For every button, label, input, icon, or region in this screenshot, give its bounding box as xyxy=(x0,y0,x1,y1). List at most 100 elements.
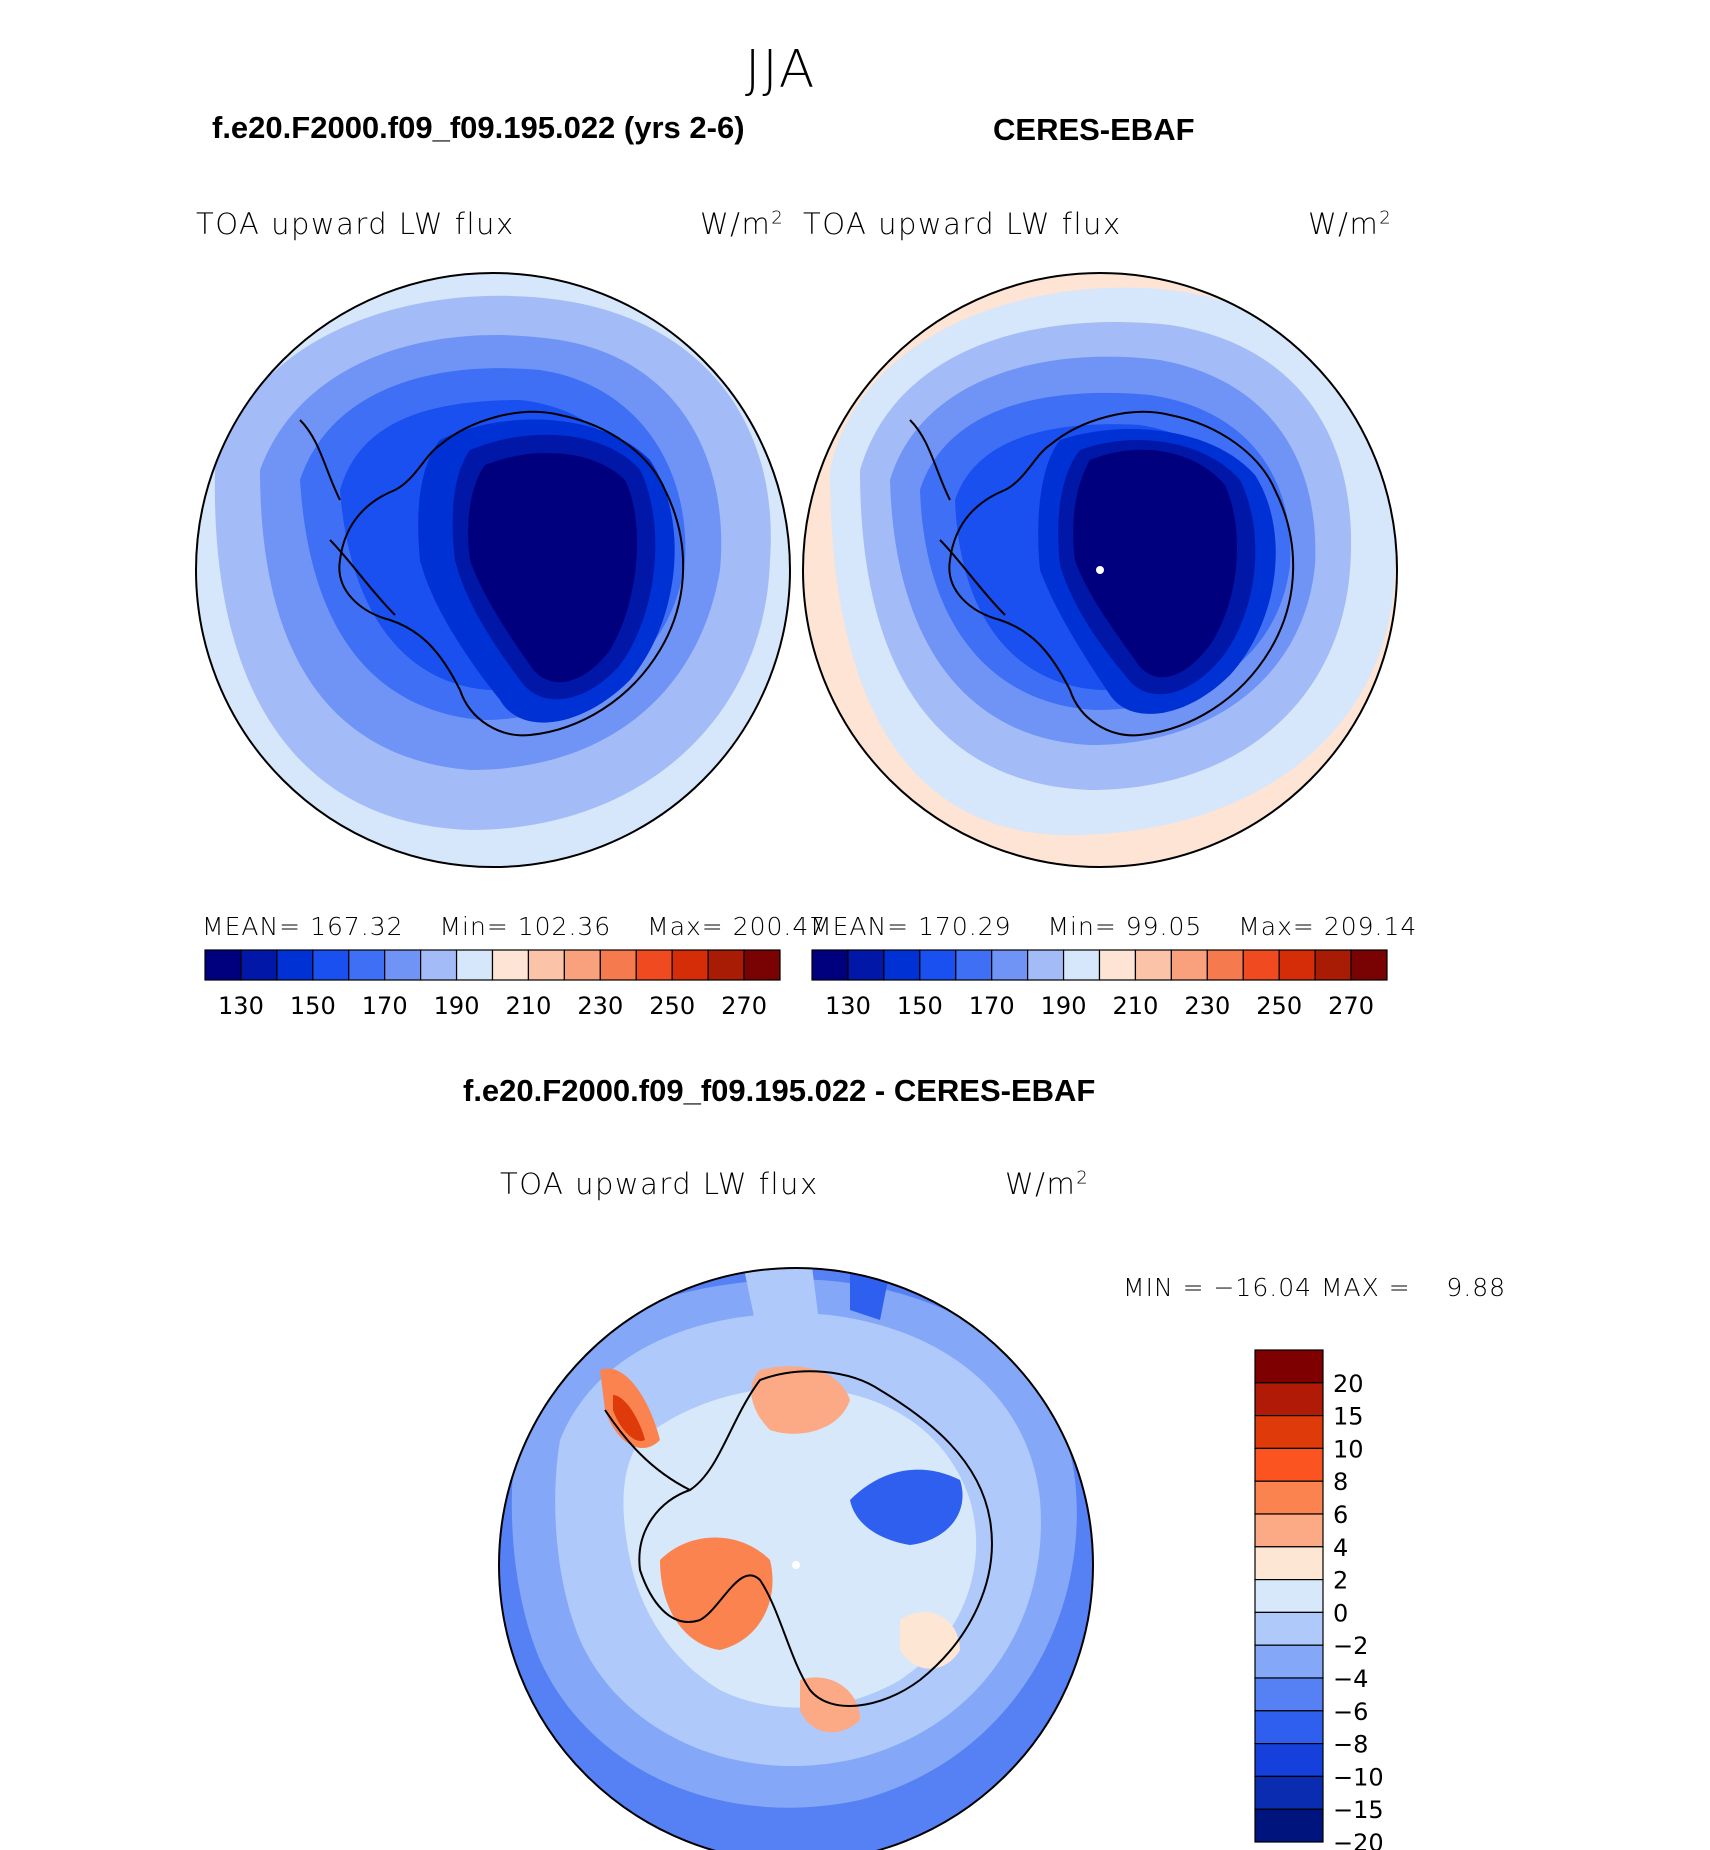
diff-colorbar-tick-label-9: −4 xyxy=(1333,1665,1368,1693)
panel2-colorbar-tick-label-0: 130 xyxy=(825,992,871,1020)
panel1-colorbar-swatch-0 xyxy=(204,949,242,981)
panel1-colorbar-tick-label-0: 130 xyxy=(218,992,264,1020)
diff-variable: TOA upward LW flux xyxy=(500,1167,819,1201)
panel2-units-base: W/m xyxy=(1308,207,1380,241)
diff-colorbar-swatch-1 xyxy=(1254,1382,1324,1417)
panel1-coastline xyxy=(299,410,685,737)
panel1-colorbar-swatch-14 xyxy=(707,949,745,981)
panel1-colorbar-tick-label-6: 250 xyxy=(649,992,695,1020)
panel2-max-value: 209.14 xyxy=(1323,912,1418,941)
panel1-max-value: 200.47 xyxy=(732,912,827,941)
panel2-colorbar-tick-label-7: 270 xyxy=(1328,992,1374,1020)
panel2-colorbar-swatch-10 xyxy=(1170,949,1208,981)
panel1-colorbar-swatch-15 xyxy=(743,949,781,981)
panel1-colorbar-swatch-3 xyxy=(312,949,350,981)
diff-colorbar-tick-label-13: −15 xyxy=(1333,1796,1384,1824)
panel1-max-label: Max= xyxy=(647,912,724,941)
diff-colorbar-tick-label-7: 0 xyxy=(1333,1599,1348,1627)
panel2-units-sup: 2 xyxy=(1379,207,1393,229)
diff-colorbar-swatch-14 xyxy=(1254,1808,1324,1843)
panel2-colorbar-swatch-1 xyxy=(847,949,885,981)
diff-coastline xyxy=(604,1370,993,1707)
panel1-colorbar-swatch-10 xyxy=(563,949,601,981)
season-title: JJA xyxy=(745,40,817,100)
panel1-colorbar-swatch-2 xyxy=(276,949,314,981)
diff-colorbar-tick-label-2: 10 xyxy=(1333,1435,1364,1463)
diff-colorbar-tick-label-5: 4 xyxy=(1333,1534,1348,1562)
panel2-colorbar-swatch-13 xyxy=(1278,949,1316,981)
panel1-colorbar-tick-label-7: 270 xyxy=(721,992,767,1020)
panel2-units: W/m2 xyxy=(1308,207,1392,241)
panel2-field xyxy=(803,273,1397,867)
diff-colorbar-swatch-10 xyxy=(1254,1677,1324,1712)
panel2-stats: MEAN= 170.29 Min= 99.05 Max= 209.14 xyxy=(810,912,1417,941)
panel1-stats: MEAN= 167.32 Min= 102.36 Max= 200.47 xyxy=(202,912,826,941)
diff-units-base: W/m xyxy=(1005,1167,1077,1201)
diff-colorbar-tick-label-8: −2 xyxy=(1333,1632,1368,1660)
diff-colorbar-swatch-5 xyxy=(1254,1513,1324,1548)
panel2-colorbar-swatch-14 xyxy=(1314,949,1352,981)
panel1-colorbar-tick-label-5: 230 xyxy=(577,992,623,1020)
panel2-title: CERES-EBAF xyxy=(993,112,1195,147)
diff-field xyxy=(499,1268,1093,1850)
panel1-colorbar-tick-label-3: 190 xyxy=(434,992,480,1020)
panel1-colorbar-swatch-1 xyxy=(240,949,278,981)
diff-colorbar-swatch-9 xyxy=(1254,1644,1324,1679)
diff-title: f.e20.F2000.f09_f09.195.022 - CERES-EBAF xyxy=(463,1073,1096,1108)
diff-colorbar-swatch-3 xyxy=(1254,1447,1324,1482)
diff-colorbar-swatch-6 xyxy=(1254,1546,1324,1581)
panel1-colorbar-swatch-8 xyxy=(491,949,530,981)
panel2-mean-label: MEAN= xyxy=(810,912,910,941)
panel1-units-base: W/m xyxy=(700,207,772,241)
panel1-colorbar-swatch-7 xyxy=(455,949,494,981)
panel1-colorbar-swatch-9 xyxy=(527,949,565,981)
diff-colorbar-swatch-2 xyxy=(1254,1414,1324,1449)
panel2-colorbar-tick-label-2: 170 xyxy=(969,992,1015,1020)
panel2-colorbar-swatch-4 xyxy=(955,949,993,981)
panel2-min-label: Min= xyxy=(1047,912,1117,941)
panel2-colorbar-swatch-0 xyxy=(811,949,849,981)
diff-colorbar-tick-label-1: 15 xyxy=(1333,1403,1364,1431)
panel2-colorbar-swatch-7 xyxy=(1062,949,1101,981)
diff-colorbar-swatch-11 xyxy=(1254,1710,1324,1745)
diff-colorbar-swatch-4 xyxy=(1254,1480,1324,1515)
panel2-colorbar: 130 150 170 190 210 230 250 270 xyxy=(811,949,1388,1020)
panel2-min-value: 99.05 xyxy=(1125,912,1203,941)
panel2-max-label: Max= xyxy=(1238,912,1315,941)
diff-colorbar-tick-label-0: 20 xyxy=(1333,1370,1364,1398)
panel1-mean-value: 167.32 xyxy=(310,912,404,941)
panel1-colorbar-swatch-13 xyxy=(671,949,709,981)
panel2-variable: TOA upward LW flux xyxy=(803,207,1122,241)
diff-minmax: MIN = −16.04 MAX = 9.88 xyxy=(1123,1273,1507,1302)
panel1-colorbar: 130 150 170 190 210 230 250 270 xyxy=(204,949,781,1020)
panel1-units-sup: 2 xyxy=(771,207,785,229)
panel2-mean-value: 170.29 xyxy=(918,912,1012,941)
panel2-colorbar-swatch-12 xyxy=(1242,949,1280,981)
panel1-colorbar-swatch-12 xyxy=(635,949,673,981)
diff-colorbar-tick-label-4: 6 xyxy=(1333,1501,1348,1529)
panel1-units: W/m2 xyxy=(700,207,784,241)
panel1-colorbar-tick-label-2: 170 xyxy=(362,992,408,1020)
diff-colorbar-swatch-7 xyxy=(1254,1579,1324,1614)
diff-colorbar-swatch-12 xyxy=(1254,1743,1324,1778)
panel2-colorbar-swatch-2 xyxy=(883,949,921,981)
diff-colorbar-swatch-0 xyxy=(1254,1349,1324,1384)
panel2-colorbar-tick-label-3: 190 xyxy=(1041,992,1087,1020)
panel1-min-label: Min= xyxy=(439,912,509,941)
panel2-colorbar-swatch-3 xyxy=(919,949,957,981)
panel2-colorbar-swatch-8 xyxy=(1098,949,1137,981)
panel2-colorbar-swatch-11 xyxy=(1206,949,1244,981)
panel2-colorbar-swatch-9 xyxy=(1134,949,1172,981)
panel1-mean-label: MEAN= xyxy=(202,912,302,941)
panel1-field xyxy=(196,273,790,867)
panel2-colorbar-swatch-15 xyxy=(1350,949,1388,981)
panel1-colorbar-tick-label-1: 150 xyxy=(290,992,336,1020)
panel2-colorbar-swatch-5 xyxy=(991,949,1029,981)
panel1-colorbar-tick-label-4: 210 xyxy=(506,992,552,1020)
panel2-colorbar-tick-label-6: 250 xyxy=(1256,992,1302,1020)
diff-colorbar-tick-label-6: 2 xyxy=(1333,1567,1348,1595)
panel2-coastline xyxy=(909,410,1295,737)
diff-colorbar-swatch-13 xyxy=(1254,1775,1324,1810)
diff-units-sup: 2 xyxy=(1076,1167,1090,1189)
